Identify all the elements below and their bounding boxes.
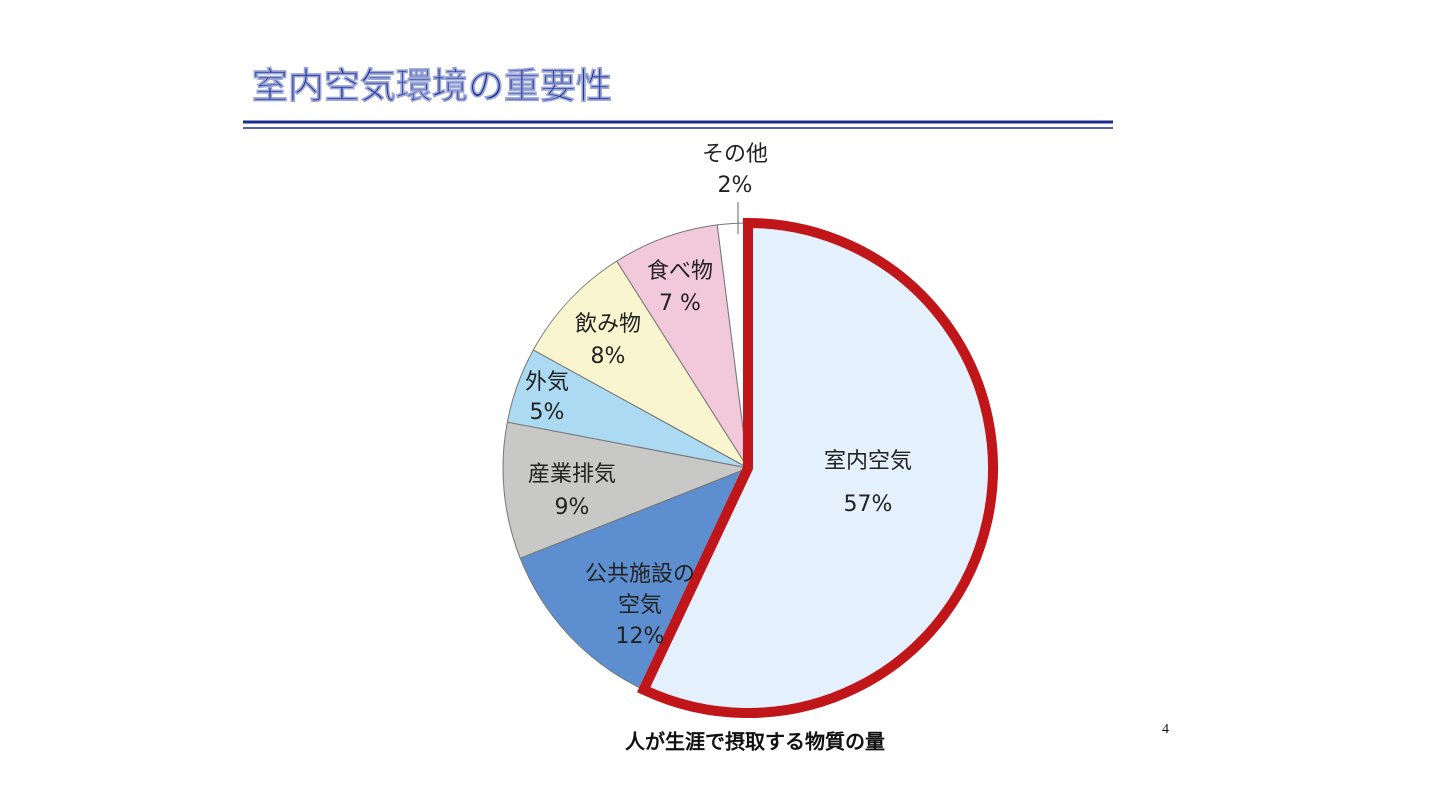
slice-value-label: 5% (530, 400, 565, 425)
pie-slice (502, 421, 750, 559)
slice-label: 公共施設の空気 (585, 562, 695, 618)
slice-value-label: 57% (844, 492, 893, 517)
slice-value-label: 8% (591, 344, 626, 369)
slice-label: 産業排気 (528, 462, 616, 487)
slice-label: その他 (702, 142, 768, 167)
pie-slice (519, 467, 749, 691)
slice-value-label: 2% (718, 173, 753, 198)
slide-title: 室内空気環境の重要性 (252, 66, 612, 107)
slice-label: 室内空気 (824, 449, 912, 474)
slice-label: 食べ物 (647, 259, 713, 284)
slice-value-label: 7 % (659, 291, 701, 316)
chart-caption: 人が生涯で摂取する物質の量 (625, 730, 885, 754)
slice-label: 外気 (525, 370, 569, 395)
pie-slice (532, 260, 749, 469)
slice-label: 飲み物 (575, 312, 641, 337)
pie-slice (616, 224, 749, 469)
pie-slice (637, 217, 998, 718)
page-number: 4 (1162, 722, 1169, 737)
slice-value-label: 9% (555, 495, 590, 520)
slice-value-label: 12% (616, 624, 665, 649)
